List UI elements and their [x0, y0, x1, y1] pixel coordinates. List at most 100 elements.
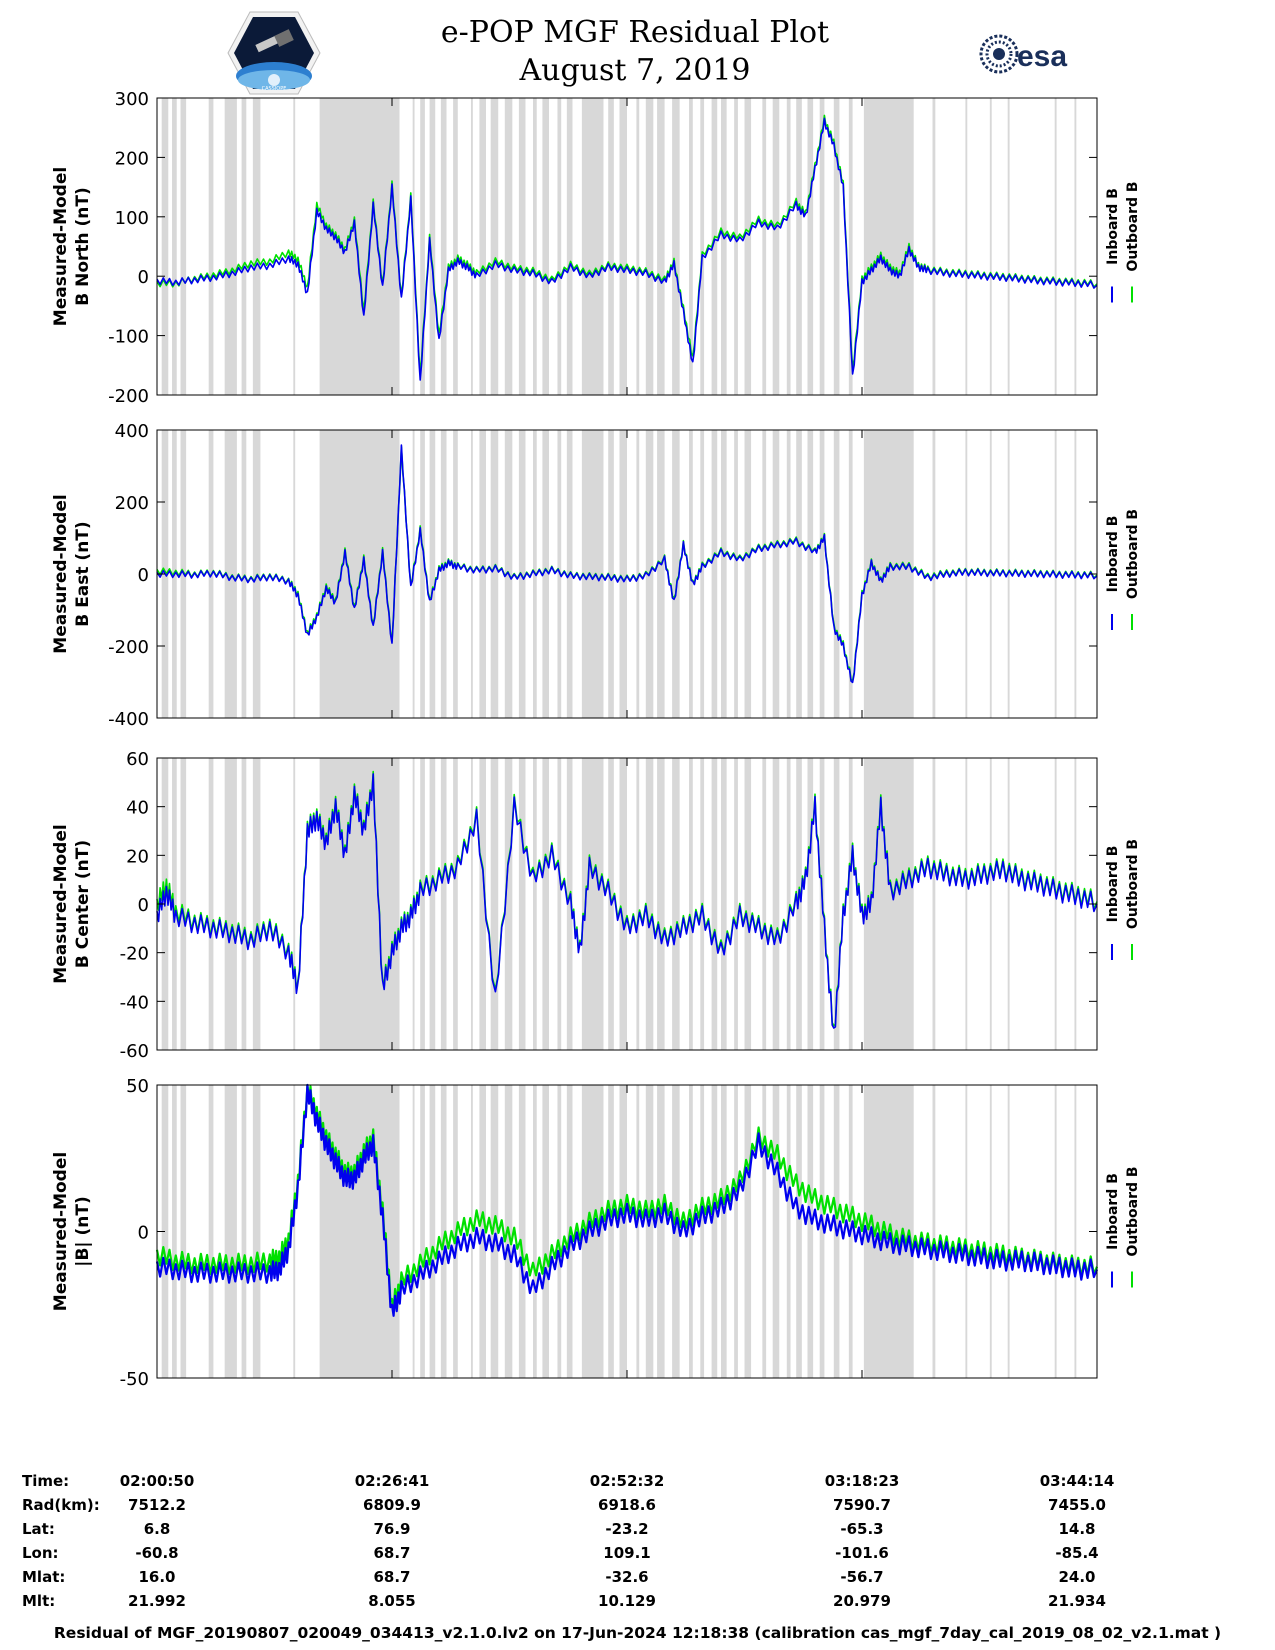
shaded-region [252, 98, 261, 395]
shaded-region [566, 758, 573, 1050]
shaded-region [721, 98, 727, 395]
shaded-region [932, 98, 936, 395]
title-line-2: August 7, 2019 [519, 53, 751, 88]
shaded-region [848, 758, 853, 1050]
panel-4: -50 0 50 Measured-Model |B| (nT) Inboard B Out… [51, 1076, 1141, 1390]
shaded-region [293, 430, 296, 718]
shaded-region [657, 758, 665, 1050]
shaded-region [672, 1085, 680, 1378]
table-cell: 14.8 [1058, 1520, 1095, 1538]
table-cell: 109.1 [603, 1544, 650, 1562]
y-axis-label: Measured-Model |B| (nT) [51, 1152, 93, 1311]
shaded-region [744, 98, 752, 395]
shaded-region [490, 1085, 499, 1378]
shaded-region [689, 1085, 693, 1378]
panel-2: -400 -200 0 200 400 Measured-Model B East (nT)… [51, 421, 1141, 730]
series-inboard-line [155, 1083, 1099, 1317]
shaded-region [711, 98, 718, 395]
shaded-region [833, 430, 840, 718]
shaded-region [319, 758, 400, 1050]
shaded-region [453, 430, 458, 718]
shaded-region [241, 758, 247, 1050]
shaded-region [772, 1085, 780, 1378]
shaded-region [932, 758, 936, 1050]
shaded-region [819, 1085, 825, 1378]
shaded-region [518, 1085, 526, 1378]
shaded-region [863, 758, 914, 1050]
y-tick-label: -60 [120, 1041, 149, 1062]
shaded-region [533, 1085, 537, 1378]
shaded-region [581, 98, 604, 395]
y-tick-label: 0 [138, 565, 149, 586]
shaded-region [208, 758, 214, 1050]
shaded-region [252, 758, 261, 1050]
shaded-region [700, 98, 705, 395]
y-tick-label: 50 [126, 1076, 149, 1097]
shaded-region [533, 98, 537, 395]
shaded-region [711, 1085, 718, 1378]
legend-label-outboard: Outboard B [1125, 839, 1141, 929]
shaded-region [807, 98, 814, 395]
y-axis-label-line-1: Measured-Model [51, 494, 71, 653]
shaded-region [429, 1085, 436, 1378]
legend-label-inboard: Inboard B [1105, 516, 1121, 593]
shaded-region [744, 1085, 752, 1378]
shaded-region [161, 98, 169, 395]
shaded-region [518, 430, 526, 718]
shaded-region [420, 1085, 425, 1378]
shaded-region [293, 1085, 296, 1378]
shaded-region [241, 430, 247, 718]
shaded-region [689, 98, 693, 395]
shaded-region [208, 1085, 214, 1378]
shaded-region [965, 758, 968, 1050]
shaded-region [172, 758, 177, 1050]
series-outboard-line [156, 770, 1098, 1027]
shaded-region [608, 430, 614, 718]
shaded-region [490, 758, 499, 1050]
footer-caption: Residual of MGF_20190807_020049_034413_v… [53, 1624, 1222, 1642]
shaded-region [657, 98, 665, 395]
y-axis-label: Measured-Model B East (nT) [51, 494, 93, 653]
shaded-region [619, 758, 627, 1050]
shaded-region [518, 758, 526, 1050]
shaded-region [581, 430, 604, 718]
shaded-region [619, 98, 627, 395]
table-cell: 03:18:23 [825, 1472, 900, 1490]
shaded-region [470, 98, 473, 395]
shaded-region [504, 98, 513, 395]
shaded-region [863, 98, 914, 395]
y-tick-label: 0 [138, 267, 149, 288]
shaded-region [1007, 758, 1010, 1050]
shaded-region [1074, 1085, 1077, 1378]
shaded-region [744, 758, 752, 1050]
shaded-region [721, 758, 727, 1050]
y-tick-label: 20 [126, 846, 149, 867]
shaded-region [762, 1085, 767, 1378]
shaded-region [734, 1085, 738, 1378]
row-label-rad: Rad(km): [22, 1496, 100, 1514]
shaded-region [657, 430, 665, 718]
shaded-region [700, 1085, 705, 1378]
shaded-region [1054, 758, 1057, 1050]
table-cell: -32.6 [605, 1568, 648, 1586]
y-axis-label-line-2: B Center (nT) [73, 840, 93, 968]
shaded-region [479, 430, 486, 718]
shaded-region [772, 430, 780, 718]
table-cell: 03:44:14 [1040, 1472, 1115, 1490]
shaded-region [711, 758, 718, 1050]
shaded-region [518, 98, 526, 395]
y-tick-label: 400 [115, 421, 149, 442]
cassiope-logo-text: CASSIOPE [262, 86, 287, 92]
shaded-region [412, 1085, 415, 1378]
shaded-region [440, 1085, 447, 1378]
shaded-region [989, 758, 992, 1050]
shaded-region [542, 1085, 549, 1378]
shaded-region [224, 98, 237, 395]
shaded-region [965, 430, 968, 718]
shaded-region [989, 98, 992, 395]
table-cell: 8.055 [368, 1592, 415, 1610]
shaded-region [453, 98, 458, 395]
y-axis-label: Measured-Model B North (nT) [51, 167, 93, 326]
table-cell: 6.8 [144, 1520, 171, 1538]
row-label-mlat: Mlat: [22, 1568, 65, 1586]
